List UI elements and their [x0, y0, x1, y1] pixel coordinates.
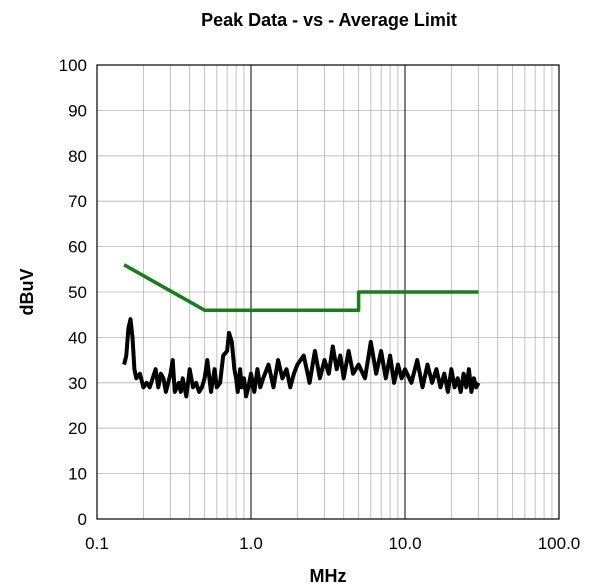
y-tick-label: 100: [59, 56, 87, 75]
y-tick-label: 20: [68, 419, 87, 438]
y-tick-label: 60: [68, 238, 87, 257]
series-line-1: [122, 317, 481, 399]
x-tick-label: 10.0: [388, 534, 421, 553]
series-layer: [122, 263, 481, 399]
x-tick-label: 0.1: [85, 534, 109, 553]
y-tick-label: 70: [68, 192, 87, 211]
y-tick-label: 90: [68, 101, 87, 120]
y-tick-label: 30: [68, 374, 87, 393]
y-tick-label: 40: [68, 328, 87, 347]
y-tick-label: 10: [68, 465, 87, 484]
chart-title: Peak Data - vs - Average Limit: [201, 10, 457, 30]
y-tick-label: 50: [68, 283, 87, 302]
tick-labels: 0 10 20 30 40 50 60 70 80 90 100 0.1 1.0 10.0 100.0: [59, 56, 581, 553]
x-tick-label: 100.0: [538, 534, 581, 553]
y-tick-label: 80: [68, 147, 87, 166]
plot-area: [96, 64, 560, 520]
y-tick-label: 0: [78, 510, 87, 529]
x-tick-label: 1.0: [239, 534, 263, 553]
series-line-0: [123, 263, 479, 312]
x-axis-label: MHz: [310, 566, 347, 586]
grid: [97, 65, 559, 519]
y-axis-label: dBuV: [17, 269, 37, 316]
